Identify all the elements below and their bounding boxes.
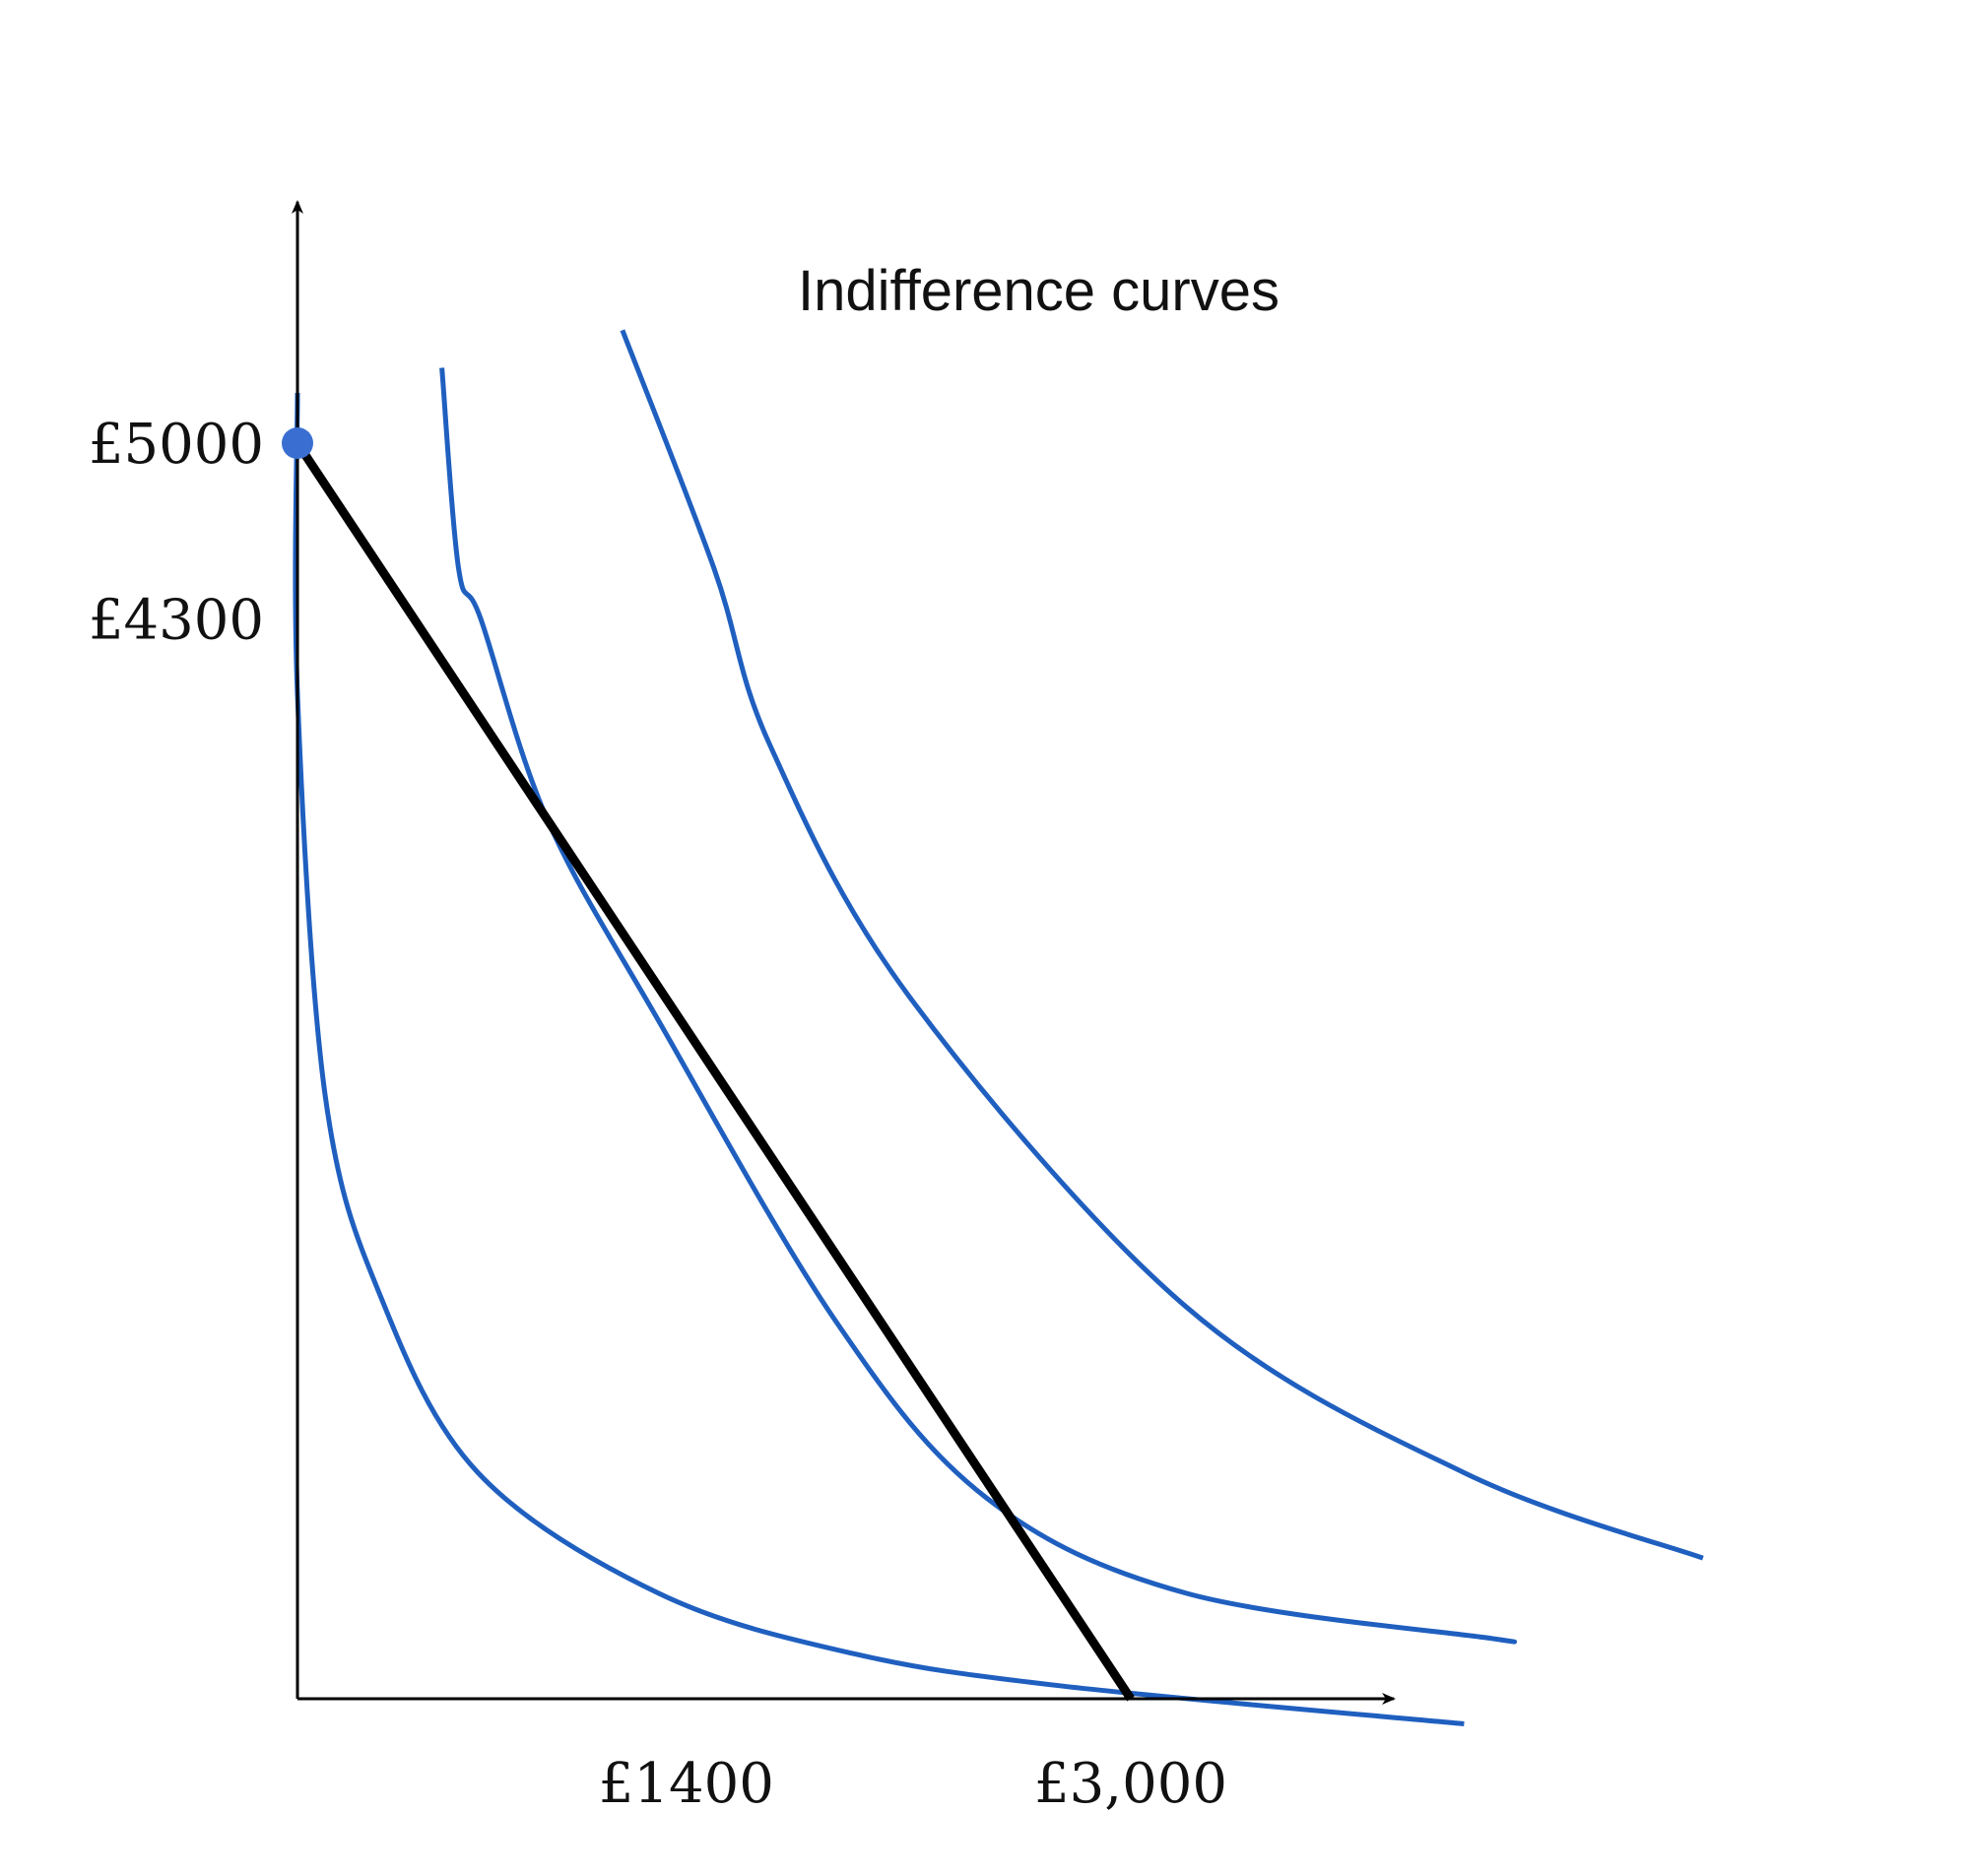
curves-layer <box>293 329 1704 1726</box>
y-tick-label: £5000 <box>89 413 264 477</box>
indifference-curve-3 <box>620 329 1704 1561</box>
indifference-curve-2 <box>439 367 1517 1645</box>
budget-layer <box>294 440 1135 1702</box>
x-tick-label: £3,000 <box>1034 1752 1227 1816</box>
y-tick-label: £4300 <box>89 589 264 653</box>
annotation-indifference-curves: Indifference curves <box>798 259 1280 323</box>
x-tick-label: £1400 <box>599 1752 774 1816</box>
point-layer <box>282 427 313 459</box>
indifference-curve-1 <box>293 392 1465 1726</box>
endowment-point <box>282 427 313 459</box>
tick-labels: £5000 £4300 £1400 £3,000 <box>89 413 1227 1816</box>
budget-line <box>294 440 1135 1702</box>
